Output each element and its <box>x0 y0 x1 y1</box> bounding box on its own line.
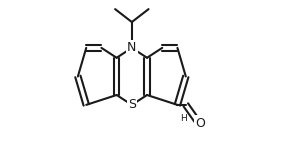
Text: N: N <box>127 41 137 54</box>
Text: H: H <box>180 114 187 123</box>
Text: O: O <box>195 117 205 130</box>
Text: S: S <box>128 98 136 111</box>
